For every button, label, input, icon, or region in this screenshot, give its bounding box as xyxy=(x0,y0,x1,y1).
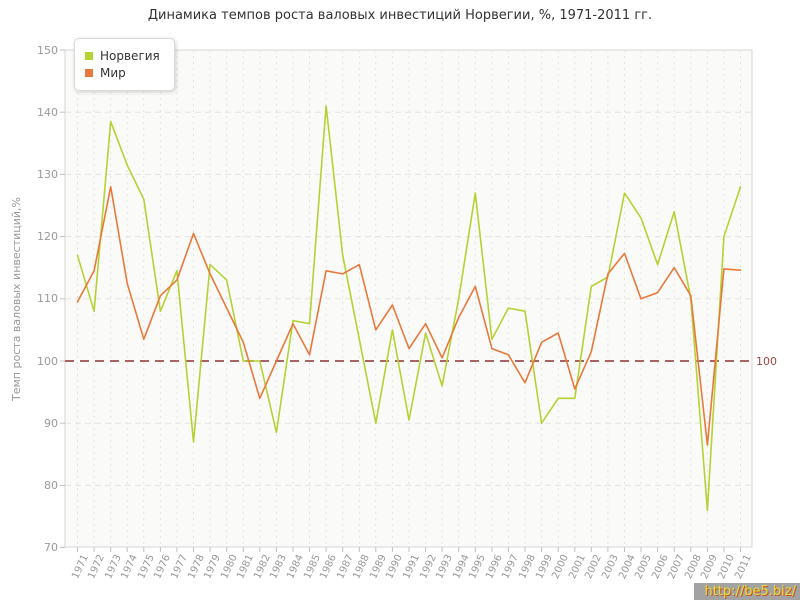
y-tick-label: 110 xyxy=(37,292,58,306)
y-tick-label: 80 xyxy=(44,478,58,492)
legend: Норвегия Мир xyxy=(74,38,175,91)
legend-label-norway: Норвегия xyxy=(100,49,160,63)
watermark-link: http://be5.biz/ xyxy=(694,583,800,600)
y-tick-label: 100 xyxy=(37,354,58,368)
y-tick-label: 120 xyxy=(37,230,58,244)
chart-title: Динамика темпов роста валовых инвестиций… xyxy=(147,8,653,23)
series-line-norway xyxy=(76,105,742,512)
norway-series-swatch xyxy=(85,52,93,60)
y-tick-label: 130 xyxy=(37,167,58,181)
y-tick-label: 150 xyxy=(37,43,58,57)
series-line-world xyxy=(76,186,742,446)
legend-label-world: Мир xyxy=(100,66,126,80)
y-tick-label: 140 xyxy=(37,105,58,119)
legend-item-norway: Норвегия xyxy=(85,49,160,63)
y-tick-label: 90 xyxy=(44,416,58,430)
world-series-swatch xyxy=(85,69,93,77)
y-tick-label: 70 xyxy=(44,541,58,555)
reference-line-label: 100 xyxy=(756,355,777,368)
legend-item-world: Мир xyxy=(85,66,160,80)
